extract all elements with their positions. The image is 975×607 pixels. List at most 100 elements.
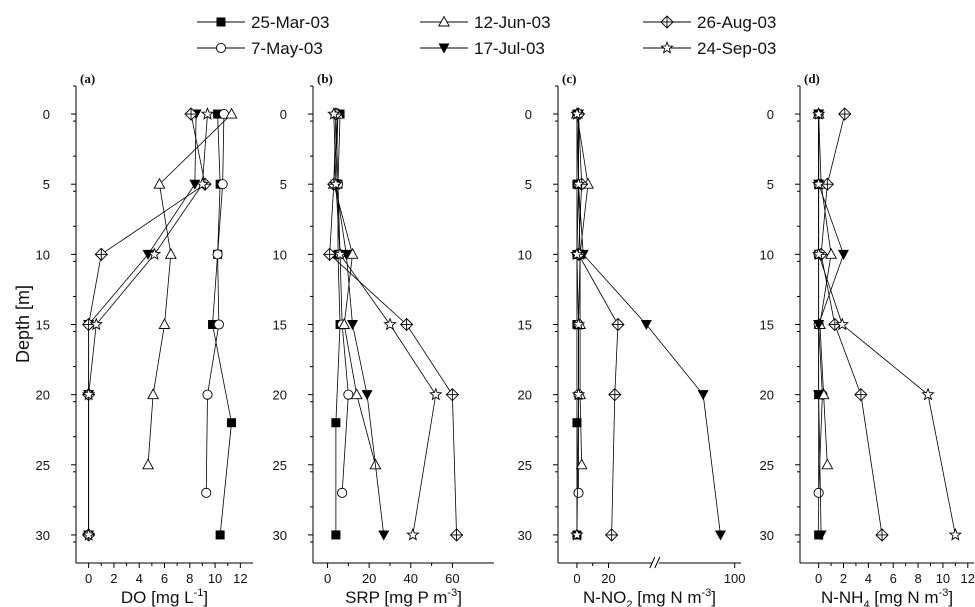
legend-marker-icon bbox=[660, 15, 674, 29]
data-point bbox=[337, 487, 348, 498]
axis-break-mark bbox=[649, 556, 656, 569]
y-tick-label: 5 bbox=[43, 177, 50, 192]
data-point bbox=[572, 418, 582, 428]
legend: 25-Mar-03 12-Jun-03 26-Aug-03 7-May-03 17-Ju… bbox=[197, 13, 776, 58]
data-point bbox=[383, 317, 397, 331]
y-tick-label: 0 bbox=[525, 107, 532, 122]
y-tick-label: 15 bbox=[518, 318, 532, 333]
legend-label: 26-Aug-03 bbox=[697, 13, 776, 32]
legend-marker-icon bbox=[660, 40, 674, 54]
data-point bbox=[948, 527, 963, 541]
series-7-May-03 bbox=[201, 109, 229, 498]
data-point bbox=[378, 530, 390, 541]
legend-marker-icon bbox=[438, 43, 450, 54]
y-tick-label: 15 bbox=[36, 318, 50, 333]
y-tick-label: 30 bbox=[760, 528, 774, 543]
x-tick-label: 60 bbox=[445, 571, 459, 586]
data-point bbox=[200, 107, 215, 120]
series-17-Jul-03 bbox=[83, 109, 202, 541]
data-point bbox=[329, 177, 343, 190]
data-point bbox=[813, 320, 825, 330]
data-point bbox=[343, 389, 354, 400]
series-line bbox=[576, 114, 579, 535]
data-point bbox=[570, 107, 584, 120]
panel: 0 5 10 15 20 25 30 0 20 40 60 (b) SRP [mg P m-3] bbox=[273, 71, 494, 607]
data-point bbox=[854, 388, 868, 402]
data-point bbox=[158, 318, 171, 329]
data-point bbox=[875, 528, 889, 542]
data-point bbox=[153, 177, 166, 189]
y-tick-label: 25 bbox=[273, 458, 287, 473]
series-line bbox=[88, 113, 206, 535]
x-tick-label: 0 bbox=[85, 571, 92, 586]
legend-item: 12-Jun-03 bbox=[420, 13, 551, 32]
x-tick-label: 20 bbox=[601, 571, 615, 586]
data-point bbox=[399, 317, 414, 332]
x-tick-label: 40 bbox=[404, 571, 418, 586]
y-tick-label: 25 bbox=[760, 458, 774, 473]
data-point bbox=[605, 528, 619, 542]
x-tick-label: 2 bbox=[840, 571, 847, 586]
legend-item: 25-Mar-03 bbox=[197, 13, 329, 32]
x-tick-label: 6 bbox=[890, 571, 897, 586]
series-line bbox=[329, 114, 457, 535]
data-point bbox=[640, 320, 652, 330]
axis-break-gap bbox=[651, 560, 659, 566]
data-point bbox=[825, 247, 838, 259]
x-tick-label: 10 bbox=[936, 571, 950, 586]
data-point bbox=[201, 487, 212, 498]
data-point bbox=[195, 177, 210, 190]
series-24-Sep-03 bbox=[327, 107, 443, 541]
data-point bbox=[811, 177, 826, 190]
panel-label: (c) bbox=[562, 71, 576, 86]
series-12-Jun-03 bbox=[142, 107, 238, 470]
data-point bbox=[838, 249, 849, 260]
panel-label: (a) bbox=[80, 71, 95, 86]
y-tick-label: 5 bbox=[525, 177, 532, 192]
data-point bbox=[835, 317, 849, 331]
data-point bbox=[813, 487, 824, 498]
y-tick-label: 0 bbox=[280, 107, 287, 122]
data-point bbox=[323, 247, 337, 261]
x-tick-label: 2 bbox=[110, 571, 117, 586]
y-tick-label: 20 bbox=[273, 388, 287, 403]
data-point bbox=[147, 247, 162, 261]
series-line bbox=[212, 114, 232, 535]
data-point bbox=[213, 109, 223, 119]
series-line bbox=[818, 114, 956, 536]
series-line bbox=[205, 114, 225, 493]
y-tick-label: 20 bbox=[36, 388, 50, 403]
data-point bbox=[811, 107, 826, 120]
y-tick-label: 0 bbox=[43, 107, 50, 122]
legend-item: 24-Sep-03 bbox=[643, 39, 776, 58]
y-axis-label: Depth [m] bbox=[13, 285, 33, 363]
data-point bbox=[208, 320, 218, 329]
x-tick-label: 8 bbox=[914, 571, 921, 586]
data-point bbox=[164, 247, 177, 259]
data-point bbox=[575, 458, 588, 470]
axis-break-mark bbox=[654, 556, 661, 569]
data-point bbox=[608, 388, 622, 402]
legend-label: 12-Jun-03 bbox=[474, 13, 551, 32]
y-tick-label: 25 bbox=[36, 458, 50, 473]
data-point bbox=[573, 487, 584, 498]
data-point bbox=[571, 317, 586, 331]
y-tick-label: 25 bbox=[518, 458, 532, 473]
data-point bbox=[331, 530, 341, 540]
panel: 0 5 10 15 20 25 30 0 2 4 6 8 10 12 (d) N-NH4 [mg N m-3] bbox=[760, 71, 975, 607]
data-point bbox=[838, 107, 852, 121]
x-tick-label: 0 bbox=[324, 571, 331, 586]
series-line bbox=[820, 113, 883, 535]
legend-label: 17-Jul-03 bbox=[474, 39, 545, 58]
x-tick-label: 20 bbox=[362, 571, 376, 586]
series-24-Sep-03 bbox=[811, 107, 963, 541]
data-point bbox=[406, 527, 420, 541]
y-tick-label: 15 bbox=[273, 318, 287, 333]
series-line bbox=[578, 114, 721, 535]
data-point bbox=[611, 317, 625, 332]
data-point bbox=[212, 249, 223, 260]
series-line bbox=[88, 114, 197, 535]
series-line bbox=[333, 114, 437, 536]
